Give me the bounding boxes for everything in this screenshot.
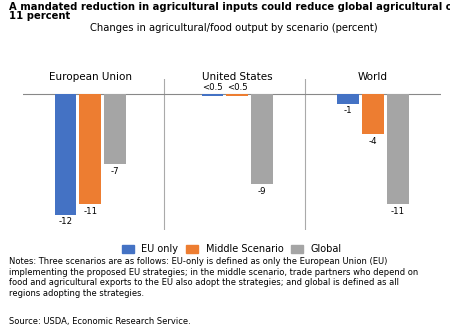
- Text: <0.5: <0.5: [202, 83, 223, 92]
- Bar: [202, 94, 224, 96]
- Bar: [104, 94, 126, 164]
- Text: <0.5: <0.5: [227, 83, 248, 92]
- Text: World: World: [358, 72, 388, 82]
- Bar: [362, 94, 384, 134]
- Text: -1: -1: [344, 106, 352, 115]
- Text: A mandated reduction in agricultural inputs could reduce global agricultural out: A mandated reduction in agricultural inp…: [9, 2, 450, 11]
- Bar: [79, 94, 101, 204]
- Bar: [387, 94, 409, 204]
- Text: -4: -4: [369, 136, 378, 146]
- Text: European Union: European Union: [49, 72, 132, 82]
- Text: -11: -11: [83, 207, 98, 216]
- Text: United States: United States: [202, 72, 273, 82]
- Text: Source: USDA, Economic Research Service.: Source: USDA, Economic Research Service.: [9, 317, 191, 325]
- Text: 11 percent: 11 percent: [9, 11, 70, 21]
- Bar: [338, 94, 359, 104]
- Text: -12: -12: [58, 217, 72, 226]
- Text: -7: -7: [111, 167, 120, 176]
- Text: Changes in agricultural/food output by scenario (percent): Changes in agricultural/food output by s…: [90, 23, 378, 33]
- Legend: EU only, Middle Scenario, Global: EU only, Middle Scenario, Global: [118, 240, 346, 258]
- Bar: [252, 94, 273, 184]
- Text: -11: -11: [391, 207, 405, 216]
- Text: Notes: Three scenarios are as follows: EU-only is defined as only the European U: Notes: Three scenarios are as follows: E…: [9, 257, 418, 298]
- Bar: [226, 94, 248, 96]
- Bar: [54, 94, 76, 215]
- Text: -9: -9: [258, 187, 266, 196]
